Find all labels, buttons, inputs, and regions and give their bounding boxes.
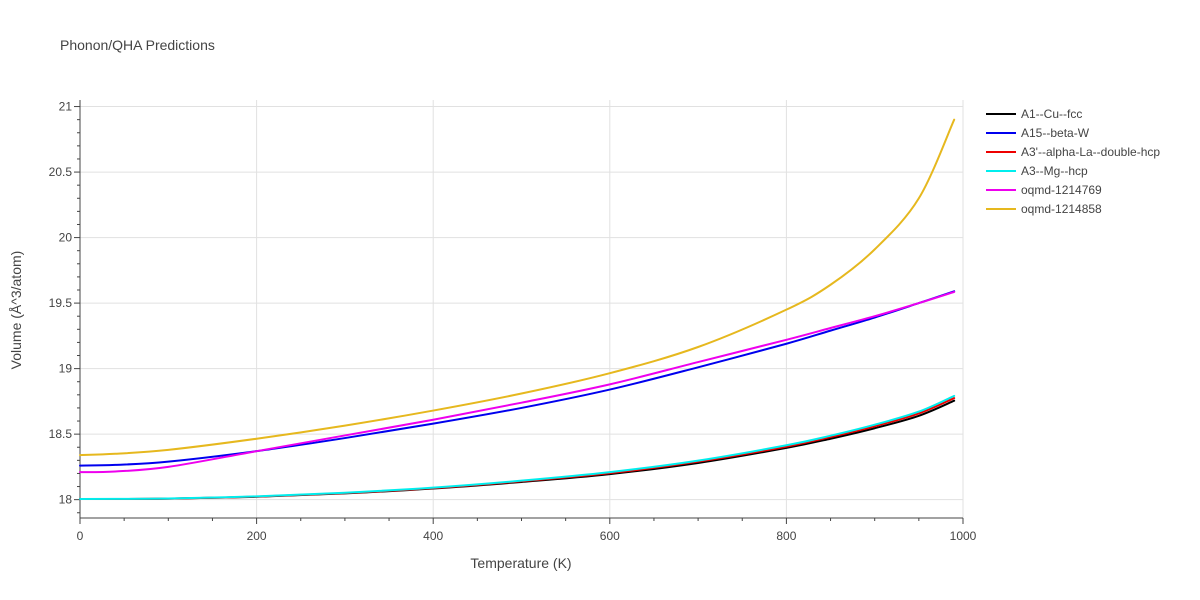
y-tick-label: 18 — [59, 493, 73, 507]
series-line-oqmd-1214858 — [79, 118, 956, 457]
y-tick-label: 20.5 — [49, 165, 73, 179]
x-tick-label: 200 — [247, 529, 267, 543]
x-tick-label: 800 — [776, 529, 796, 543]
legend-item-oqmd-1214769[interactable]: oqmd-1214769 — [986, 183, 1102, 197]
legend-item-a3-mg-hcp[interactable]: A3--Mg--hcp — [986, 164, 1088, 178]
grid — [80, 100, 964, 518]
x-tick-label: 400 — [423, 529, 443, 543]
series-line-a15-beta-w — [79, 290, 956, 467]
series-line-a3-mg-hcp — [79, 394, 956, 500]
legend-label: A3'--alpha-La--double-hcp — [1021, 145, 1160, 159]
y-tick-label: 19.5 — [49, 296, 73, 310]
legend-item-a1-cu-fcc[interactable]: A1--Cu--fcc — [986, 107, 1082, 121]
x-tick-label: 0 — [77, 529, 84, 543]
series-line-a3-alpha-la-double-hcp — [79, 397, 956, 501]
chart-title: Phonon/QHA Predictions — [60, 37, 215, 53]
legend-label: oqmd-1214769 — [1021, 183, 1102, 197]
legend-item-a3-alpha-la-double-hcp[interactable]: A3'--alpha-La--double-hcp — [986, 145, 1160, 159]
legend-label: A1--Cu--fcc — [1021, 107, 1082, 121]
y-tick-label: 19 — [59, 362, 73, 376]
legend-item-a15-beta-w[interactable]: A15--beta-W — [986, 126, 1090, 140]
legend-label: A15--beta-W — [1021, 126, 1090, 140]
y-axis-title: Volume (Å^3/atom) — [8, 251, 24, 370]
x-tick-label: 600 — [600, 529, 620, 543]
legend-label: oqmd-1214858 — [1021, 202, 1102, 216]
y-tick-label: 18.5 — [49, 427, 73, 441]
series-line-oqmd-1214769 — [79, 290, 956, 474]
legend-item-oqmd-1214858[interactable]: oqmd-1214858 — [986, 202, 1102, 216]
legend: A1--Cu--fcc A15--beta-W A3'--alpha-La--dou… — [986, 107, 1160, 216]
x-tick-label: 1000 — [950, 529, 977, 543]
y-tick-label: 20 — [59, 231, 73, 245]
y-tick-label: 21 — [59, 100, 73, 114]
series-lines — [79, 118, 956, 501]
x-axis-title: Temperature (K) — [470, 555, 571, 571]
legend-label: A3--Mg--hcp — [1021, 164, 1088, 178]
axes: 0 200 400 600 800 1000 18 18.5 19 19.5 20 20.5 21 — [49, 100, 977, 543]
series-line-a1-cu-fcc — [79, 399, 956, 501]
